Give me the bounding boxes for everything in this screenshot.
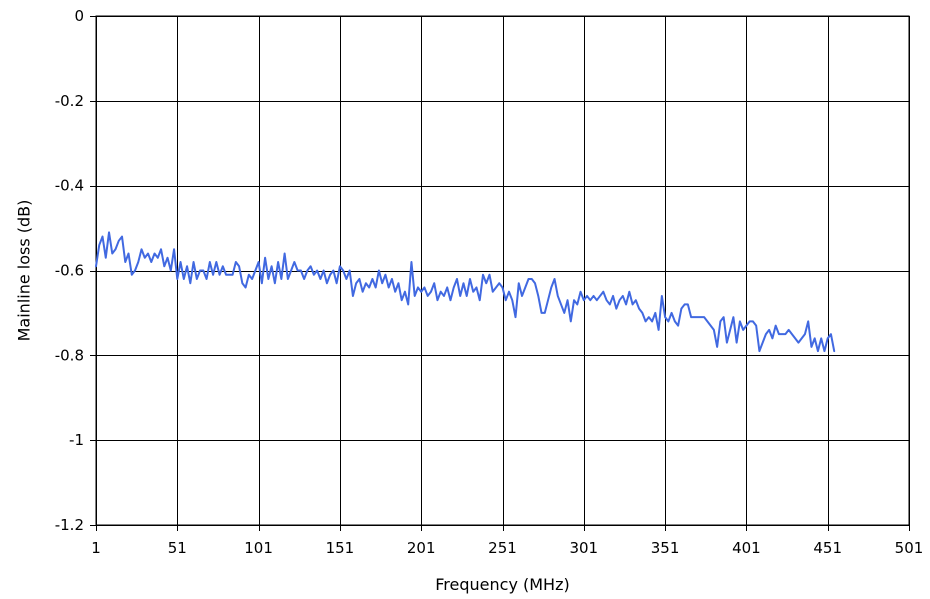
x-tick-label-4: 201 [407, 539, 436, 557]
y-tick-label-2: -0.4 [55, 177, 84, 195]
y-tick-label-4: -0.8 [55, 346, 84, 364]
series-group [95, 231, 836, 353]
plot-area [95, 15, 910, 526]
x-axis-title: Frequency (MHz) [435, 575, 569, 594]
y-tick-label-6: -1.2 [55, 516, 84, 534]
y-tick-labels: 0 -0.2 -0.4 -0.6 -0.8 -1 -1.2 [55, 7, 84, 534]
x-tick-label-1: 51 [168, 539, 187, 557]
x-tick-label-2: 101 [244, 539, 273, 557]
y-tick-label-5: -1 [69, 431, 84, 449]
x-tick-label-7: 351 [651, 539, 680, 557]
y-tick-label-0: 0 [74, 7, 84, 25]
x-tick-label-0: 1 [91, 539, 101, 557]
series-line-0 [95, 231, 836, 353]
x-tick-label-3: 151 [326, 539, 355, 557]
y-tick-label-1: -0.2 [55, 92, 84, 110]
y-axis-title: Mainline loss (dB) [15, 200, 34, 342]
x-tick-label-6: 301 [569, 539, 598, 557]
x-tick-label-10: 501 [895, 539, 924, 557]
x-tick-label-5: 251 [488, 539, 517, 557]
x-tick-labels: 1 51 101 151 201 251 301 351 401 451 501 [91, 539, 923, 557]
x-tick-label-8: 401 [732, 539, 761, 557]
x-tick-label-9: 451 [813, 539, 842, 557]
y-tick-label-3: -0.6 [55, 262, 84, 280]
axis-ticks [90, 16, 910, 531]
